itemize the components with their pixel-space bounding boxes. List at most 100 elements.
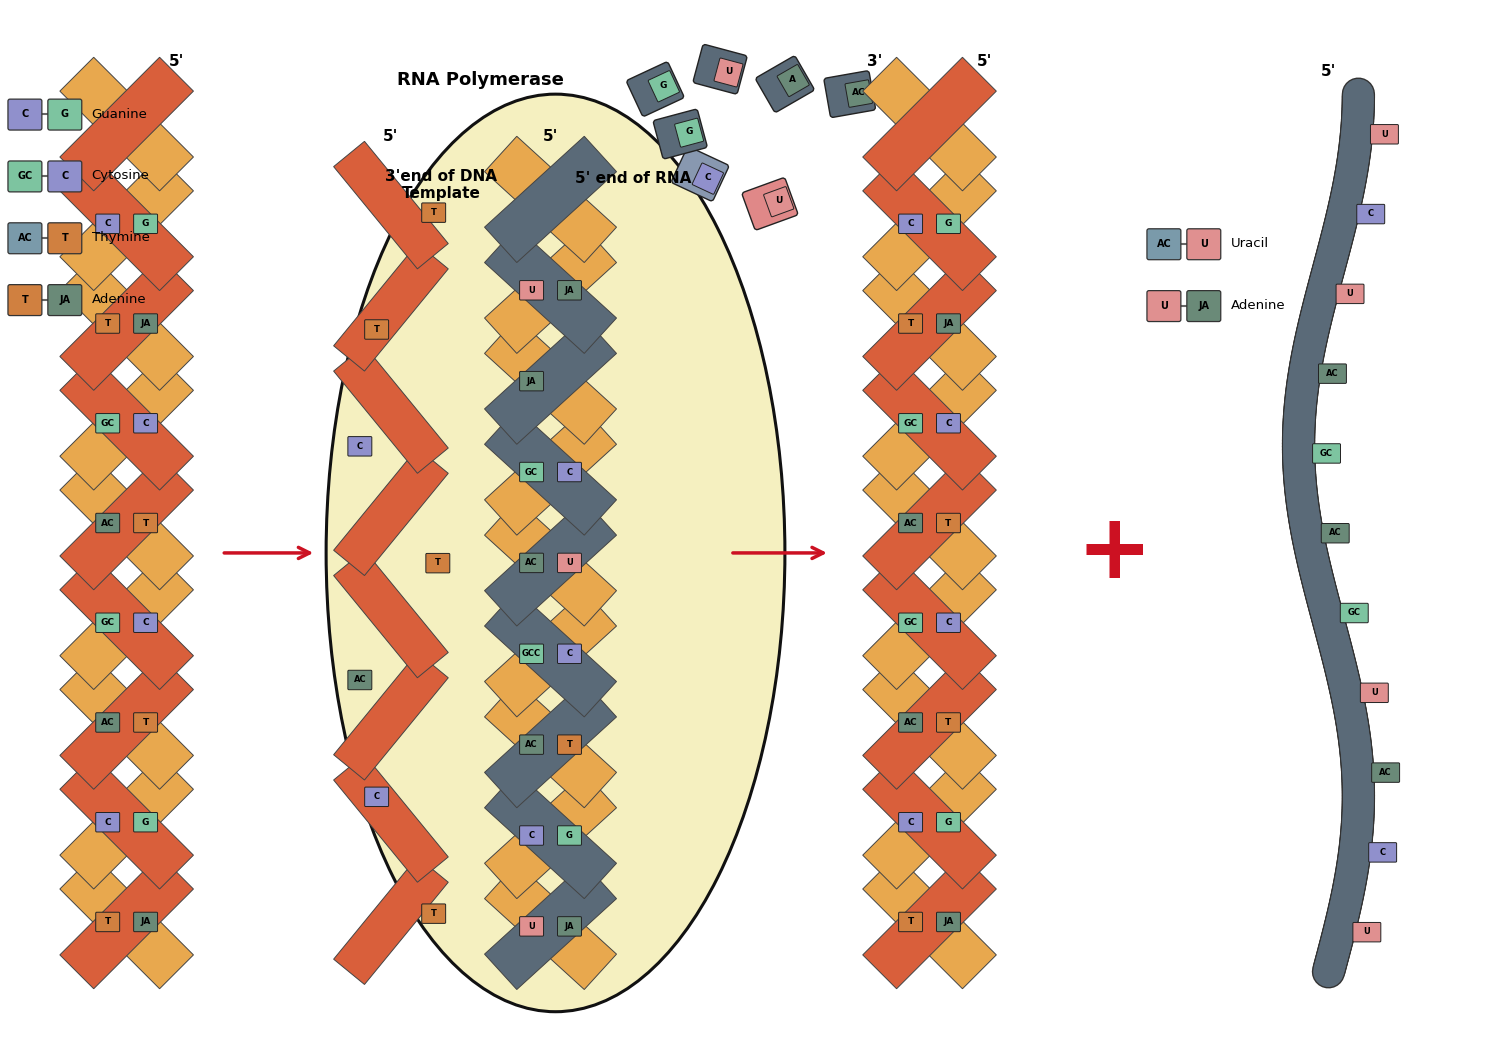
Polygon shape [484, 591, 616, 717]
FancyBboxPatch shape [898, 513, 922, 533]
FancyBboxPatch shape [96, 613, 120, 633]
Text: C: C [945, 419, 952, 428]
Text: C: C [21, 110, 28, 119]
Text: C: C [374, 792, 380, 801]
Polygon shape [484, 409, 616, 535]
FancyBboxPatch shape [558, 280, 582, 300]
Text: C: C [567, 468, 573, 477]
FancyBboxPatch shape [96, 912, 120, 932]
Polygon shape [862, 57, 996, 191]
Text: Thymine: Thymine [92, 232, 150, 244]
FancyBboxPatch shape [1186, 229, 1221, 260]
FancyBboxPatch shape [1322, 523, 1348, 543]
Polygon shape [333, 345, 448, 473]
Text: Guanine: Guanine [92, 107, 147, 121]
FancyBboxPatch shape [519, 280, 543, 300]
Polygon shape [862, 257, 996, 391]
Text: JA: JA [1198, 300, 1209, 311]
FancyBboxPatch shape [1360, 683, 1389, 702]
FancyBboxPatch shape [898, 314, 922, 333]
Polygon shape [484, 136, 616, 262]
Text: G: G [660, 81, 668, 90]
Text: AC: AC [100, 718, 114, 727]
FancyBboxPatch shape [675, 118, 704, 147]
Text: A: A [789, 75, 796, 84]
Text: GC: GC [903, 618, 918, 628]
Text: AC: AC [904, 518, 918, 528]
FancyBboxPatch shape [1312, 443, 1341, 463]
Polygon shape [862, 855, 996, 989]
FancyBboxPatch shape [48, 161, 82, 192]
Text: U: U [1364, 928, 1370, 936]
Polygon shape [862, 257, 996, 391]
Polygon shape [60, 456, 194, 590]
FancyBboxPatch shape [692, 163, 723, 194]
Polygon shape [60, 556, 194, 690]
FancyBboxPatch shape [648, 71, 680, 102]
FancyBboxPatch shape [936, 613, 960, 633]
Text: 3': 3' [867, 54, 882, 69]
Text: U: U [1200, 239, 1208, 249]
Polygon shape [862, 556, 996, 690]
Text: U: U [1371, 688, 1377, 697]
Text: GC: GC [1348, 609, 1360, 617]
Text: AC: AC [1326, 369, 1340, 378]
Text: +: + [1076, 509, 1152, 597]
FancyBboxPatch shape [1148, 229, 1180, 260]
Polygon shape [862, 357, 996, 490]
Polygon shape [484, 681, 616, 808]
Text: 5': 5' [543, 130, 558, 144]
Text: T: T [435, 558, 441, 568]
Polygon shape [60, 257, 194, 391]
Polygon shape [60, 157, 194, 291]
Polygon shape [862, 656, 996, 790]
FancyBboxPatch shape [1368, 842, 1396, 862]
FancyBboxPatch shape [134, 912, 158, 932]
FancyBboxPatch shape [48, 284, 82, 316]
Text: AC: AC [354, 675, 366, 684]
FancyBboxPatch shape [672, 147, 729, 201]
FancyBboxPatch shape [1336, 284, 1364, 303]
FancyBboxPatch shape [422, 903, 446, 923]
FancyBboxPatch shape [519, 826, 543, 846]
Polygon shape [862, 456, 996, 590]
FancyBboxPatch shape [1318, 364, 1347, 383]
Polygon shape [60, 755, 194, 889]
Polygon shape [60, 556, 194, 690]
FancyBboxPatch shape [134, 713, 158, 732]
FancyBboxPatch shape [134, 214, 158, 234]
FancyBboxPatch shape [558, 553, 582, 573]
FancyBboxPatch shape [756, 57, 814, 112]
FancyBboxPatch shape [96, 813, 120, 832]
FancyBboxPatch shape [134, 314, 158, 333]
FancyBboxPatch shape [134, 513, 158, 533]
Polygon shape [484, 863, 616, 990]
Text: GC: GC [100, 419, 114, 428]
Text: C: C [1368, 210, 1374, 218]
Text: T: T [430, 909, 436, 918]
FancyBboxPatch shape [1148, 291, 1180, 321]
FancyBboxPatch shape [936, 414, 960, 433]
FancyBboxPatch shape [519, 553, 543, 573]
FancyBboxPatch shape [558, 826, 582, 846]
FancyBboxPatch shape [898, 813, 922, 832]
Polygon shape [862, 157, 996, 291]
Text: U: U [1347, 290, 1353, 298]
FancyBboxPatch shape [8, 284, 42, 316]
Text: C: C [528, 831, 534, 840]
FancyBboxPatch shape [936, 214, 960, 234]
Text: 5': 5' [170, 54, 184, 69]
Text: JA: JA [564, 285, 574, 295]
Text: AC: AC [904, 718, 918, 727]
Text: JA: JA [141, 319, 152, 329]
FancyBboxPatch shape [48, 99, 82, 131]
Text: U: U [724, 67, 732, 76]
FancyBboxPatch shape [898, 214, 922, 234]
FancyBboxPatch shape [844, 80, 873, 107]
FancyBboxPatch shape [1353, 922, 1382, 941]
Text: C: C [142, 419, 148, 428]
Polygon shape [484, 136, 616, 262]
Text: C: C [62, 171, 69, 181]
Text: C: C [105, 219, 111, 229]
Text: AC: AC [18, 233, 33, 243]
